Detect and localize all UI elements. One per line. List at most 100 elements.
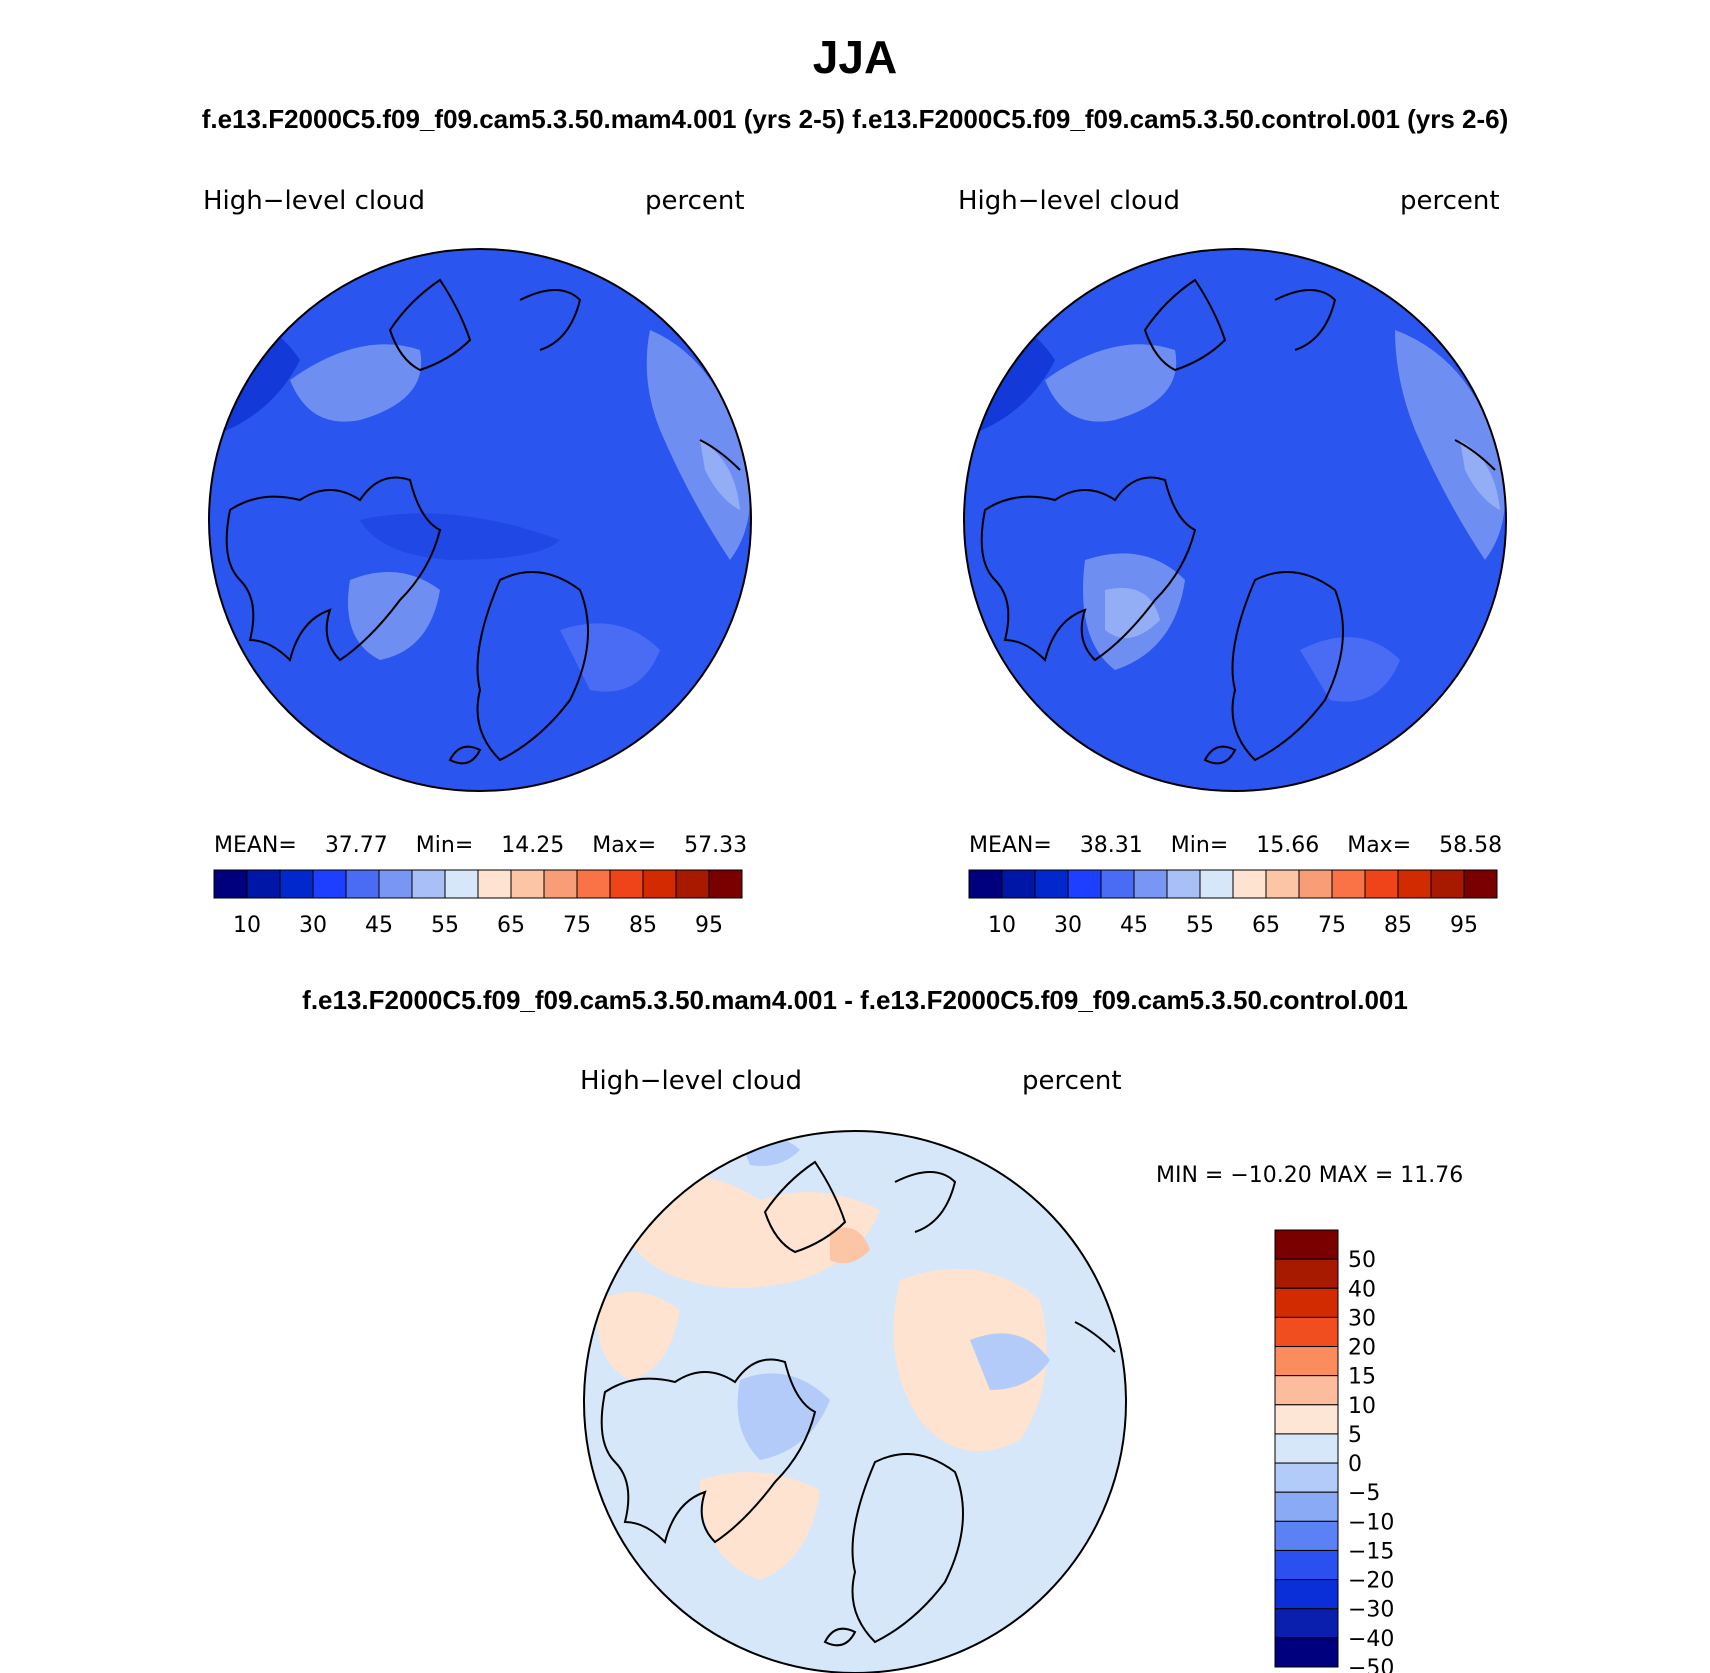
cbar1-tick-label: 55 xyxy=(431,913,459,938)
cbar3-swatch xyxy=(1274,1229,1339,1260)
cbar3-swatch xyxy=(1274,1491,1339,1522)
cbar2-swatch xyxy=(1067,869,1102,899)
cbar3-tick-label: −15 xyxy=(1348,1539,1394,1564)
cbar3-swatch xyxy=(1274,1287,1339,1318)
cbar1-tick-label: 45 xyxy=(365,913,393,938)
cbar2-tick-label: 30 xyxy=(1054,913,1082,938)
panel1-mid-patch xyxy=(560,623,660,692)
cbar2-swatch xyxy=(1364,869,1399,899)
panel2-map-border xyxy=(963,248,1507,792)
cbar2-swatch xyxy=(1265,869,1300,899)
panel2-lighter-patch xyxy=(1460,440,1500,510)
map-panel-2 xyxy=(963,248,1507,792)
cbar2-swatch xyxy=(1331,869,1366,899)
panel2-units: percent xyxy=(1400,186,1500,216)
cbar2-swatch xyxy=(1133,869,1168,899)
cbar3-swatch xyxy=(1274,1258,1339,1289)
cbar2-tick-label: 10 xyxy=(988,913,1016,938)
panel2-max-value: 58.58 xyxy=(1439,833,1503,858)
cbar3-swatch xyxy=(1274,1608,1339,1639)
panel1-coastlines xyxy=(225,278,741,765)
cbar3-tick-label: 20 xyxy=(1348,1336,1376,1361)
panel2-max-label: Max= xyxy=(1347,833,1412,858)
cbar1-swatch xyxy=(576,869,611,899)
panel2-variable: High−level cloud xyxy=(958,186,1181,216)
cbar3-tick-label: −40 xyxy=(1348,1627,1394,1652)
cbar3-tick-label: 30 xyxy=(1348,1306,1376,1331)
cbar1-swatch xyxy=(378,869,413,899)
cbar1-tick-label: 30 xyxy=(299,913,327,938)
cbar1-swatch xyxy=(312,869,347,899)
panel1-variable: High−level cloud xyxy=(203,186,426,216)
cbar3-swatch xyxy=(1274,1637,1339,1668)
subtitle: f.e13.F2000C5.f09_f09.cam5.3.50.mam4.001… xyxy=(0,104,1710,135)
panel1-mean-label: MEAN= xyxy=(214,833,297,858)
cbar1-tick-label: 85 xyxy=(629,913,657,938)
panel2-coastlines xyxy=(980,278,1496,765)
panel1-lighter-patch xyxy=(700,440,740,510)
panel1-mean-value: 37.77 xyxy=(324,833,388,858)
panel2-min-label: Min= xyxy=(1170,833,1229,858)
cbar2-swatch xyxy=(1298,869,1333,899)
diff-coastlines xyxy=(600,1160,1116,1647)
cbar3-swatch xyxy=(1274,1346,1339,1377)
panel2-light-patch-b xyxy=(1395,330,1505,560)
cbar3-swatch xyxy=(1274,1316,1339,1348)
cbar3-tick-label: 50 xyxy=(1348,1248,1376,1273)
cbar1-swatch xyxy=(675,869,710,899)
cbar2-swatch xyxy=(1430,869,1465,899)
cbar2-tick-label: 95 xyxy=(1450,913,1478,938)
cbar2-swatch xyxy=(1166,869,1201,899)
panel1-max-value: 57.33 xyxy=(684,833,748,858)
panel2-mid-patch xyxy=(1300,637,1400,702)
diff-neg-patch-a xyxy=(737,1373,830,1460)
cbar2-tick-label: 55 xyxy=(1186,913,1214,938)
diff-title: f.e13.F2000C5.f09_f09.cam5.3.50.mam4.001… xyxy=(302,985,1408,1015)
cbar3-tick-label: −5 xyxy=(1348,1481,1380,1506)
subtitle-left: f.e13.F2000C5.f09_f09.cam5.3.50.mam4.001… xyxy=(201,104,845,134)
panel2-field-base xyxy=(964,249,1506,791)
diff-variable: High−level cloud xyxy=(580,1066,803,1096)
cbar3-tick-label: 5 xyxy=(1348,1423,1362,1448)
cbar1-tick-label: 75 xyxy=(563,913,591,938)
panel1-units: percent xyxy=(645,186,745,216)
panel2-light-patch-a xyxy=(1045,344,1177,422)
panel1-map-border xyxy=(208,248,752,792)
cbar2-swatch xyxy=(1463,869,1498,899)
cbar1-swatch xyxy=(510,869,545,899)
cbar3-tick-label: 15 xyxy=(1348,1365,1376,1390)
panel1-min-value: 14.25 xyxy=(501,833,565,858)
panel2-lighter-patch-b xyxy=(1105,588,1160,638)
cbar1-swatch xyxy=(477,869,512,899)
diff-neg-patch-b xyxy=(970,1333,1050,1390)
cbar2-tick-label: 75 xyxy=(1318,913,1346,938)
diff-units: percent xyxy=(1022,1066,1122,1096)
panel1-light-patch-b xyxy=(646,330,750,560)
panel1-light-patch-c xyxy=(348,572,440,660)
cbar2-tick-label: 65 xyxy=(1252,913,1280,938)
cbar2-swatch xyxy=(1034,869,1069,899)
cbar2-tick-label: 45 xyxy=(1120,913,1148,938)
cbar1-swatch xyxy=(708,869,743,899)
cbar1-swatch xyxy=(444,869,479,899)
map-panel-1 xyxy=(208,248,752,792)
panel2-mean-value: 38.31 xyxy=(1079,833,1143,858)
cbar3-tick-label: 10 xyxy=(1348,1394,1376,1419)
cbar3-swatch xyxy=(1274,1579,1339,1610)
cbar2-swatch xyxy=(1001,869,1036,899)
panel1-min-label: Min= xyxy=(415,833,474,858)
panel1-light-patch-a xyxy=(290,344,422,422)
cbar3-swatch xyxy=(1274,1433,1339,1464)
cbar2-tick-label: 85 xyxy=(1384,913,1412,938)
subtitle-right: f.e13.F2000C5.f09_f09.cam5.3.50.control.… xyxy=(852,104,1509,134)
cbar3-tick-label: −30 xyxy=(1348,1598,1394,1623)
cbar3-tick-label: −20 xyxy=(1348,1569,1394,1594)
cbar1-swatch xyxy=(543,869,578,899)
diff-pos-patch-d xyxy=(700,1472,820,1580)
cbar3-swatch xyxy=(1274,1375,1339,1406)
cbar3-swatch xyxy=(1274,1549,1339,1581)
cbar2-swatch xyxy=(1100,869,1135,899)
panel2-min-value: 15.66 xyxy=(1256,833,1320,858)
